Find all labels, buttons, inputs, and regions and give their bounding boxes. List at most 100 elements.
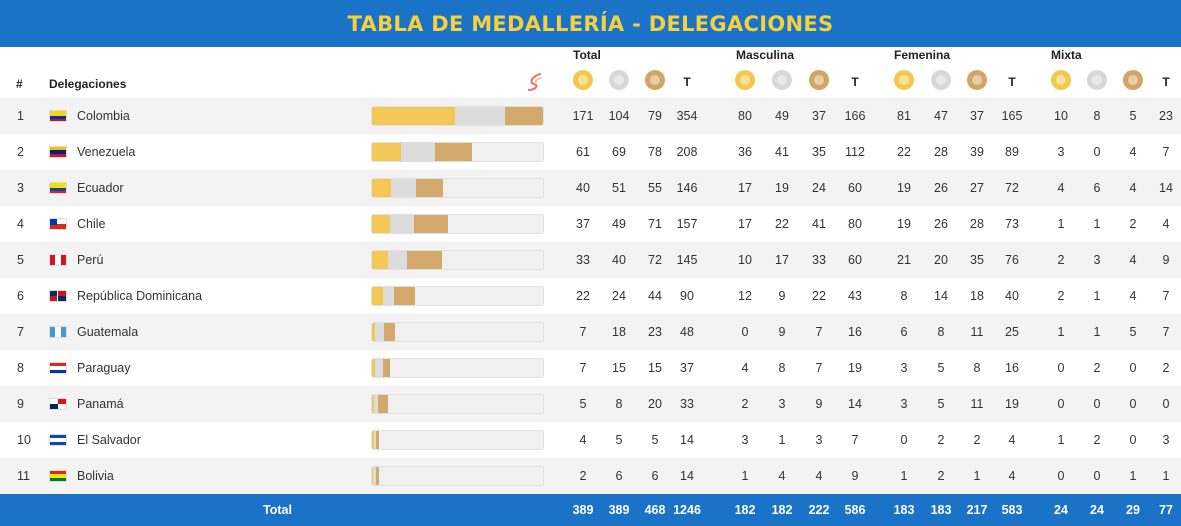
mixta-bronze-value: 0	[1129, 397, 1137, 411]
table-row[interactable]: 11 Bolivia 2 6 6 14 1 4 4 9 1 2 1 4 0 0 1 1	[0, 458, 1181, 494]
table-row[interactable]: 8 Paraguay 7 15 15 37 4 8 7 19 3 5 8 16 0 2 0 2	[0, 350, 1181, 386]
masculina-bronze-value: 33	[812, 253, 826, 267]
masculina-gold-value: 0	[741, 325, 749, 339]
totals-label: Total	[263, 503, 292, 517]
femenina-silver-value: 5	[937, 397, 945, 411]
gold-segment	[372, 215, 390, 233]
masculina-gold-value: 1	[741, 469, 749, 483]
femenina-total-value: 40	[1005, 289, 1019, 303]
row-delegation-name: Ecuador	[77, 181, 124, 195]
masculina-total-value: 166	[844, 109, 866, 123]
total-bronze-medal-icon	[645, 70, 665, 90]
total-bronze-value: 5	[651, 433, 659, 447]
total-bronze-value: 79	[648, 109, 662, 123]
mixta-bronze-value: 4	[1129, 253, 1137, 267]
total-total-value: 33	[680, 397, 694, 411]
medal-distribution-bar	[371, 106, 544, 126]
femenina-total-value: 72	[1005, 181, 1019, 195]
total-total-value: 157	[676, 217, 698, 231]
masculina-silver-value: 1	[778, 433, 786, 447]
masculina-total-value: 60	[848, 181, 862, 195]
medal-distribution-bar	[371, 250, 544, 270]
totals-total-bronze: 468	[644, 503, 666, 517]
total-total-value: 14	[680, 469, 694, 483]
mixta-total-value: 23	[1159, 109, 1173, 123]
bronze-segment	[384, 323, 396, 341]
mixta-bronze-value: 5	[1129, 109, 1137, 123]
femenina-bronze-value: 18	[970, 289, 984, 303]
row-delegation-name: Chile	[77, 217, 106, 231]
total-gold-value: 40	[576, 181, 590, 195]
peru-flag	[49, 254, 67, 266]
silver-segment	[387, 251, 408, 269]
mixta-silver-value: 2	[1093, 361, 1101, 375]
gold-segment	[372, 395, 375, 413]
mixta-total-value: 9	[1162, 253, 1170, 267]
totals-total-gold: 389	[572, 503, 594, 517]
masculina-total-value: 60	[848, 253, 862, 267]
mixta-silver-value: 1	[1093, 289, 1101, 303]
total-bronze-value: 15	[648, 361, 662, 375]
masculina-bronze-value: 3	[815, 433, 823, 447]
femenina-total-value: 165	[1001, 109, 1023, 123]
masculina-gold-medal-icon	[735, 70, 755, 90]
total-silver-value: 51	[612, 181, 626, 195]
total-total-value: 48	[680, 325, 694, 339]
femenina-total-value: 73	[1005, 217, 1019, 231]
femenina-total-column-header: T	[1008, 75, 1016, 89]
masculina-gold-value: 2	[741, 397, 749, 411]
gold-segment	[372, 287, 383, 305]
femenina-silver-value: 28	[934, 145, 948, 159]
mixta-silver-value: 0	[1093, 397, 1101, 411]
mixta-silver-value: 3	[1093, 253, 1101, 267]
mixta-total-value: 2	[1162, 361, 1170, 375]
silver-segment	[375, 323, 385, 341]
totals-masculina-gold: 182	[734, 503, 756, 517]
masculina-gold-value: 17	[738, 181, 752, 195]
silver-segment	[374, 395, 379, 413]
table-row[interactable]: 2 Venezuela 61 69 78 208 36 41 35 112 22 28 39 89 3 0 4 7	[0, 134, 1181, 170]
mixta-silver-value: 8	[1093, 109, 1101, 123]
table-row[interactable]: 4 Chile 37 49 71 157 17 22 41 80 19 26 28 73 1 1 2 4	[0, 206, 1181, 242]
masculina-gold-value: 10	[738, 253, 752, 267]
femenina-bronze-value: 8	[973, 361, 981, 375]
medal-distribution-bar	[371, 394, 544, 414]
row-rank: 6	[17, 289, 24, 303]
mixta-gold-value: 4	[1057, 181, 1065, 195]
table-row[interactable]: 3 Ecuador 40 51 55 146 17 19 24 60 19 26 27 72 4 6 4 14	[0, 170, 1181, 206]
totals-masculina-silver: 182	[771, 503, 793, 517]
table-row[interactable]: 1 Colombia 171 104 79 354 80 49 37 166 81 47 37 165 10…	[0, 98, 1181, 134]
mixta-gold-value: 0	[1057, 361, 1065, 375]
total-total-value: 90	[680, 289, 694, 303]
femenina-gold-value: 19	[897, 217, 911, 231]
bronze-segment	[504, 107, 543, 125]
masculina-bronze-value: 4	[815, 469, 823, 483]
totals-mixta-gold: 24	[1054, 503, 1068, 517]
mixta-total-value: 4	[1162, 217, 1170, 231]
bronze-segment	[376, 431, 379, 449]
table-row[interactable]: 9 Panamá 5 8 20 33 2 3 9 14 3 5 11 19 0 0 0 0	[0, 386, 1181, 422]
femenina-total-value: 16	[1005, 361, 1019, 375]
table-row[interactable]: 6 República Dominicana 22 24 44 90 12 9 22 43 8 14 1…	[0, 278, 1181, 314]
mixta-bronze-value: 2	[1129, 217, 1137, 231]
masculina-total-value: 16	[848, 325, 862, 339]
medal-distribution-bar	[371, 322, 544, 342]
femenina-bronze-value: 37	[970, 109, 984, 123]
masculina-silver-value: 3	[778, 397, 786, 411]
mixta-bronze-value: 5	[1129, 325, 1137, 339]
mixta-bronze-medal-icon	[1123, 70, 1143, 90]
total-total-value: 146	[676, 181, 698, 195]
femenina-gold-value: 21	[897, 253, 911, 267]
row-rank: 7	[17, 325, 24, 339]
total-total-column-header: T	[683, 75, 691, 89]
table-row[interactable]: 7 Guatemala 7 18 23 48 0 9 7 16 6 8 11 25 1 1 5 7	[0, 314, 1181, 350]
table-row[interactable]: 10 El Salvador 4 5 5 14 3 1 3 7 0 2 2 4 1 2 0 3	[0, 422, 1181, 458]
mixta-bronze-value: 4	[1129, 289, 1137, 303]
femenina-silver-value: 5	[937, 361, 945, 375]
row-delegation-name: Colombia	[77, 109, 130, 123]
mixta-gold-value: 2	[1057, 289, 1065, 303]
bronze-segment	[434, 143, 473, 161]
mixta-bronze-value: 4	[1129, 181, 1137, 195]
table-row[interactable]: 5 Perú 33 40 72 145 10 17 33 60 21 20 35 76 2 3 4 9	[0, 242, 1181, 278]
masculina-total-value: 19	[848, 361, 862, 375]
